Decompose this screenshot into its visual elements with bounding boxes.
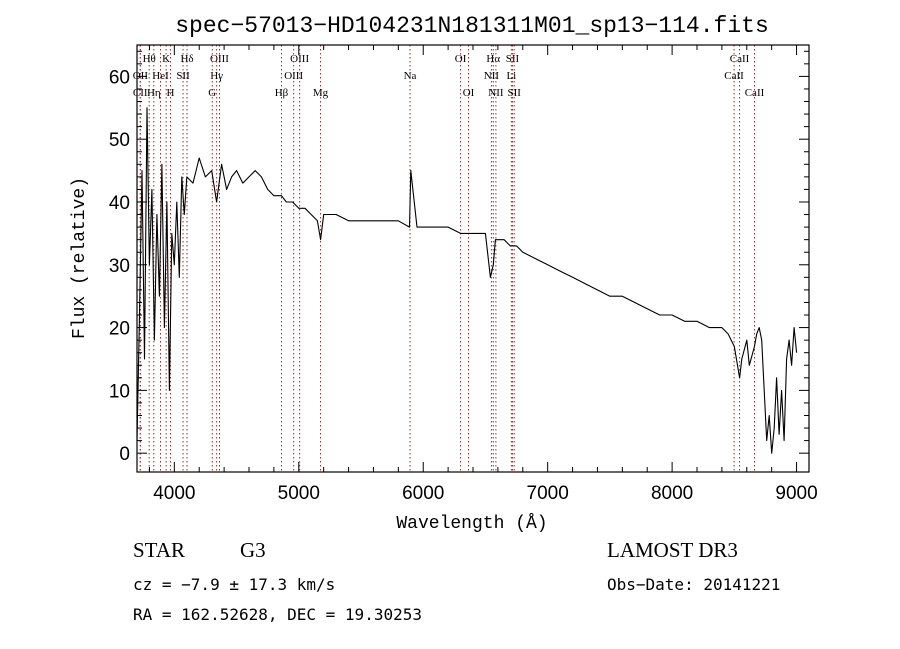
y-tick-label-6: 60 xyxy=(109,67,130,88)
x-axis-label: Wavelength (Å) xyxy=(396,513,547,534)
line-label-17: OI xyxy=(455,53,467,65)
line-label-10: Hγ xyxy=(210,70,223,82)
x-tick-label-1: 5000 xyxy=(278,483,320,504)
line-label-16: Na xyxy=(404,70,417,82)
y-tick-label-3: 30 xyxy=(109,256,130,277)
line-label-9: OIII xyxy=(210,53,229,65)
line-label-1: Hθ xyxy=(143,53,156,65)
line-label-25: CaII xyxy=(730,53,750,65)
line-label-22: SII xyxy=(506,53,520,65)
plot-frame xyxy=(136,44,810,473)
line-label-13: OIII xyxy=(290,53,309,65)
line-label-15: Mg xyxy=(313,87,329,99)
line-label-4: HeI xyxy=(152,70,169,82)
series-line-0 xyxy=(136,107,798,454)
line-label-12: Hβ xyxy=(275,87,289,99)
line-label-6: SII xyxy=(176,70,190,82)
y-tick-label-5: 50 xyxy=(109,130,130,151)
ra-dec: RA = 162.52628, DEC = 19.30253 xyxy=(133,605,422,624)
y-tick-label-1: 10 xyxy=(109,381,130,402)
axes: 4000 5000 6000 7000 8000 9000 0 10 20 30 40 50 60 xyxy=(109,45,818,504)
line-label-18: OI xyxy=(463,87,475,99)
line-label-26: CaII xyxy=(724,70,744,82)
y-axis-label: Flux (relative) xyxy=(70,177,90,339)
chart-title: spec−57013−HD104231N181311M01_sp13−114.f… xyxy=(175,13,769,39)
redshift-cz: cz = −7.9 ± 17.3 km/s xyxy=(133,575,336,594)
line-label-7: H xyxy=(166,87,174,99)
line-label-19: Hα xyxy=(486,53,500,65)
line-label-5: K xyxy=(162,53,170,65)
line-label-20: NII xyxy=(484,70,500,82)
line-label-3: Hη xyxy=(147,87,161,99)
y-tick-label-4: 40 xyxy=(109,193,130,214)
line-label-27: CaII xyxy=(745,87,765,99)
line-label-8: Hδ xyxy=(180,53,193,65)
x-tick-label-4: 8000 xyxy=(651,483,693,504)
line-label-21: NII xyxy=(488,87,504,99)
x-tick-label-2: 6000 xyxy=(402,483,444,504)
object-subclass: G3 xyxy=(240,538,266,562)
observation-date: Obs−Date: 20141221 xyxy=(607,575,781,594)
line-label-11: G xyxy=(208,87,216,99)
x-tick-label-3: 7000 xyxy=(527,483,569,504)
spectrum-trace xyxy=(136,107,798,454)
y-tick-label-2: 20 xyxy=(109,319,130,340)
object-class: STAR xyxy=(133,538,185,562)
line-label-23: Li xyxy=(506,70,516,82)
y-tick-label-0: 0 xyxy=(119,444,130,465)
survey-name: LAMOST DR3 xyxy=(607,538,738,562)
x-tick-label-5: 9000 xyxy=(775,483,817,504)
line-label-14: OIII xyxy=(284,70,303,82)
x-tick-label-0: 4000 xyxy=(153,483,195,504)
line-label-24: SII xyxy=(507,87,521,99)
